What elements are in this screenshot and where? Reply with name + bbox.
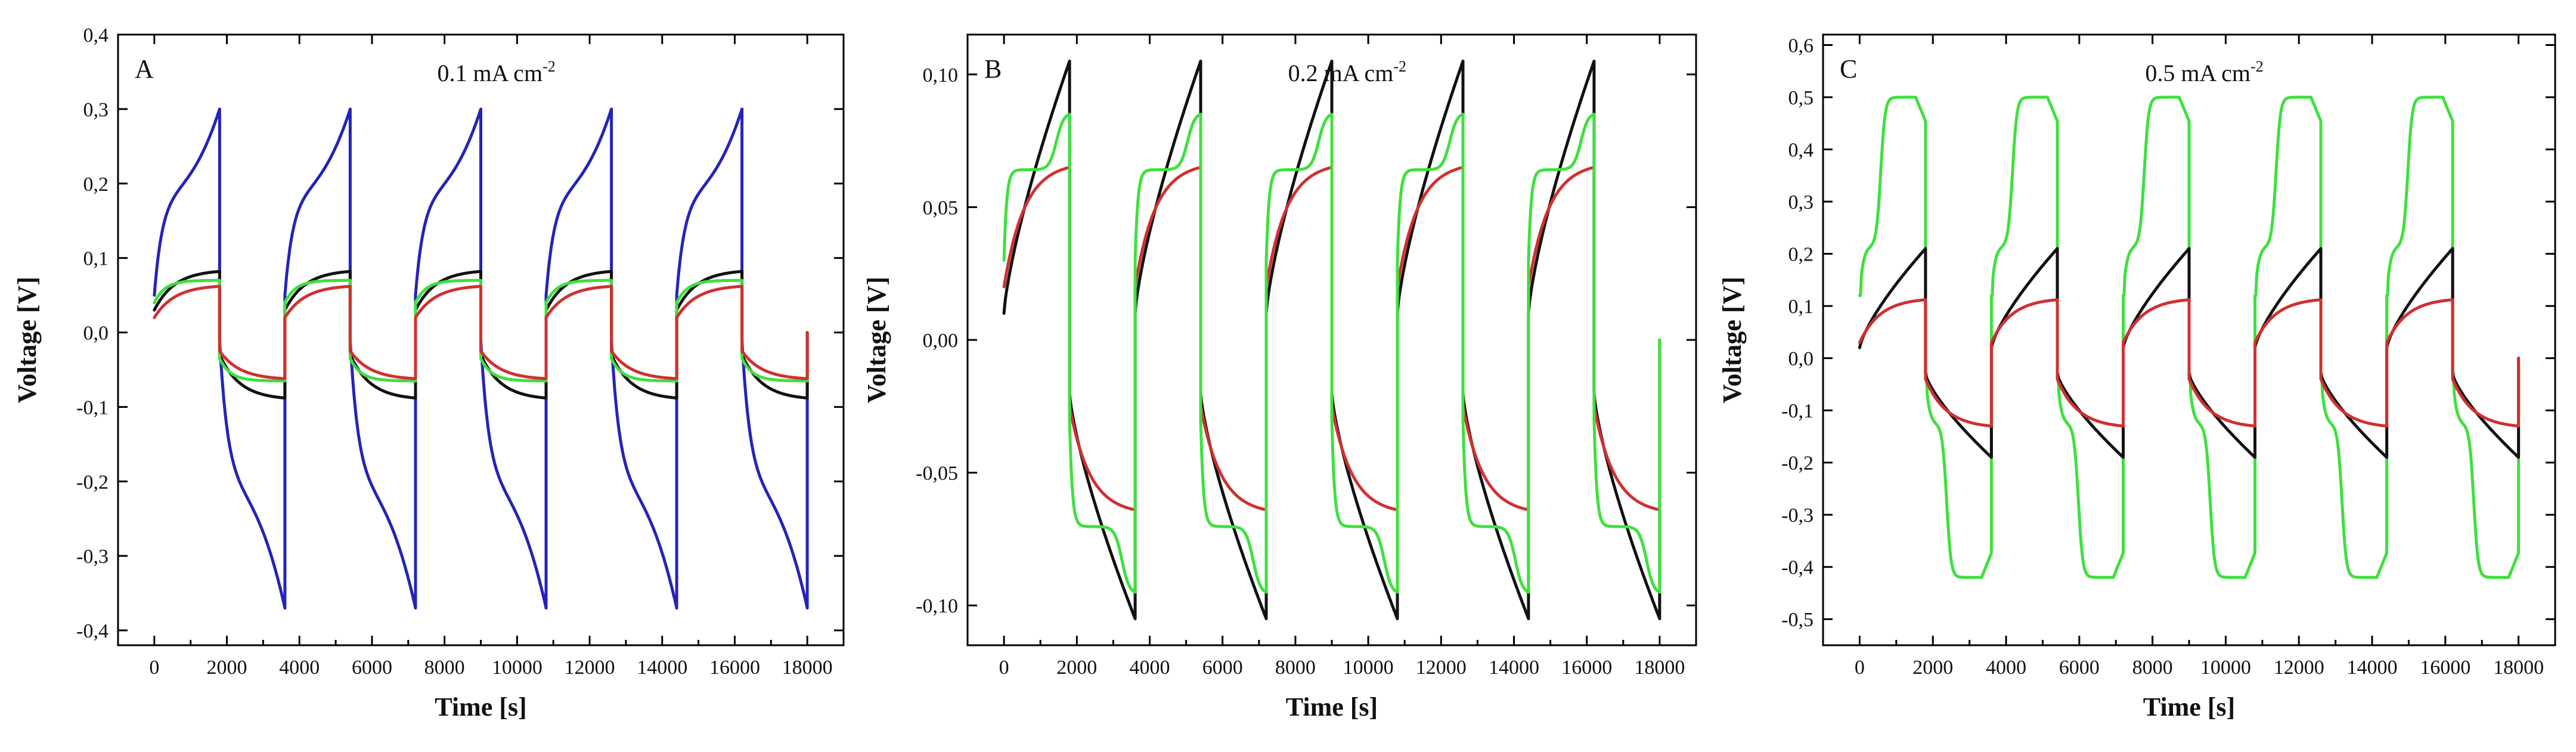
y-tick-label: -0,05 <box>916 463 958 485</box>
y-tick-label: 0,0 <box>83 323 109 345</box>
panel-letter: A <box>135 54 154 83</box>
x-tick-label: 16000 <box>1561 657 1612 679</box>
x-tick-label: 12000 <box>2274 657 2324 679</box>
y-tick-label: -0,1 <box>1781 400 1814 422</box>
y-tick-label: -0,3 <box>1781 505 1814 527</box>
x-tick-label: 2000 <box>207 657 247 679</box>
x-tick-label: 12000 <box>565 657 615 679</box>
x-axis-title: Time [s] <box>435 692 526 722</box>
y-tick-label: -0,4 <box>76 620 109 642</box>
x-tick-label: 0 <box>1855 657 1865 679</box>
x-tick-label: 6000 <box>352 657 392 679</box>
panel-title: 0.2 mA cm-2 <box>1288 58 1406 86</box>
series-group <box>153 107 809 610</box>
y-tick-label: -0,1 <box>76 397 109 419</box>
x-tick-label: 6000 <box>1202 657 1243 679</box>
x-tick-label: 0 <box>999 657 1009 679</box>
y-tick-label: 0,2 <box>1788 244 1814 266</box>
x-tick-label: 6000 <box>2059 657 2100 679</box>
series-line-red <box>153 284 809 380</box>
x-tick-label: 14000 <box>2347 657 2398 679</box>
x-tick-label: 18000 <box>782 657 833 679</box>
y-tick-label: 0,3 <box>1788 191 1814 213</box>
x-tick-label: 8000 <box>2132 657 2173 679</box>
y-axis-title: Voltage [V] <box>13 277 42 403</box>
panel-title: 0.1 mA cm-2 <box>437 58 555 86</box>
x-tick-label: 8000 <box>424 657 465 679</box>
x-tick-label: 18000 <box>1634 657 1685 679</box>
series-line-green <box>153 278 809 383</box>
series-line-red <box>1858 298 2521 428</box>
y-axis-title: Voltage [V] <box>1718 277 1747 403</box>
y-tick-label: 0,5 <box>1788 87 1814 109</box>
panel-title: 0.5 mA cm-2 <box>2145 58 2263 86</box>
y-tick-label: 0,2 <box>83 174 109 196</box>
x-axis-title: Time [s] <box>2143 692 2235 722</box>
y-tick-label: -0,2 <box>1781 453 1814 475</box>
y-tick-label: 0,00 <box>923 330 959 352</box>
chart-panel-a: 0 2000 4000 6000 8000 10000 12000 14000 16000 180… <box>13 24 845 722</box>
y-tick-label: -0,2 <box>76 471 109 493</box>
x-tick-label: 2000 <box>1056 657 1097 679</box>
series-group <box>1002 60 1661 620</box>
y-tick-label: 0,10 <box>923 64 959 86</box>
y-tick-label: -0,10 <box>916 595 958 617</box>
y-tick-label: -0,4 <box>1781 557 1814 579</box>
x-tick-label: 16000 <box>2420 657 2470 679</box>
x-tick-label: 4000 <box>1130 657 1170 679</box>
chart-panel-c: 0 2000 4000 6000 8000 10000 12000 14000 16000 180… <box>1718 33 2556 722</box>
chart-panel-b: 0 2000 4000 6000 8000 10000 12000 14000 16000 180… <box>862 33 1697 722</box>
y-tick-label: 0,6 <box>1788 35 1814 57</box>
x-tick-label: 8000 <box>1275 657 1316 679</box>
y-tick-label: 0,1 <box>83 248 109 270</box>
y-tick-label: -0,3 <box>76 546 109 568</box>
y-tick-label: 0,05 <box>923 197 959 219</box>
x-tick-label: 18000 <box>2493 657 2544 679</box>
y-tick-label: 0,3 <box>83 99 109 121</box>
y-tick-label: -0,5 <box>1781 609 1814 631</box>
y-tick-label: 0,1 <box>1788 296 1814 318</box>
x-tick-label: 10000 <box>1343 657 1394 679</box>
y-axis-title: Voltage [V] <box>862 277 891 403</box>
x-tick-label: 2000 <box>1912 657 1953 679</box>
x-tick-label: 0 <box>149 657 159 679</box>
x-tick-label: 4000 <box>1986 657 2026 679</box>
panel-letter: C <box>1840 54 1857 83</box>
x-tick-label: 14000 <box>1489 657 1539 679</box>
x-tick-label: 10000 <box>492 657 543 679</box>
x-axis-title: Time [s] <box>1286 692 1378 722</box>
x-tick-label: 16000 <box>709 657 760 679</box>
y-tick-label: 0,0 <box>1788 348 1814 370</box>
y-tick-label: 0,4 <box>1788 140 1814 162</box>
series-group <box>1858 95 2521 579</box>
series-line-green <box>1002 113 1661 594</box>
x-tick-label: 12000 <box>1416 657 1467 679</box>
x-tick-label: 10000 <box>2200 657 2251 679</box>
y-tick-label: 0,4 <box>83 24 109 47</box>
x-tick-label: 14000 <box>637 657 687 679</box>
panel-letter: B <box>984 54 1002 83</box>
x-tick-label: 4000 <box>279 657 320 679</box>
